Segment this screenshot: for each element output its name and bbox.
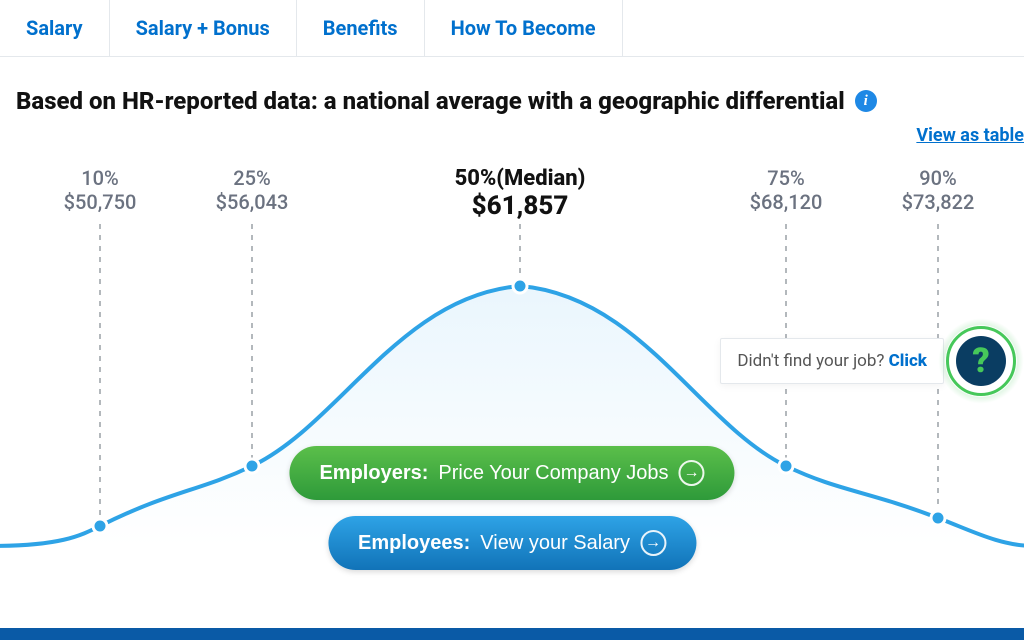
view-as-table-link[interactable]: View as table xyxy=(916,125,1024,146)
help-card[interactable]: Didn't find your job? Click xyxy=(720,338,944,384)
percentile-value: $61,857 xyxy=(455,191,586,221)
tab-salary[interactable]: Salary xyxy=(0,0,110,56)
percentile-pct: 50%(Median) xyxy=(455,166,586,191)
employers-cta-bold: Employers: xyxy=(319,462,428,485)
view-as-table-row: View as table xyxy=(0,121,1024,146)
page-heading: Based on HR-reported data: a national av… xyxy=(16,87,845,115)
tabs: Salary Salary + Bonus Benefits How To Be… xyxy=(0,0,1024,57)
cta-stack: Employers: Price Your Company Jobs → Emp… xyxy=(289,446,734,570)
tab-how-to-become[interactable]: How To Become xyxy=(425,0,623,56)
percentile-pct: 90% xyxy=(902,166,975,190)
salary-bell-chart: 10%$50,750 25%$56,043 50%(Median)$61,857 75… xyxy=(0,146,1024,606)
employers-cta-rest: Price Your Company Jobs xyxy=(438,462,668,485)
arrow-right-icon: → xyxy=(640,530,666,556)
percentile-value: $50,750 xyxy=(64,190,137,214)
percentile-value: $73,822 xyxy=(902,190,975,214)
percentile-pct: 10% xyxy=(64,166,137,190)
percentile-pct: 75% xyxy=(750,166,823,190)
percentile-label: 25%$56,043 xyxy=(216,166,289,214)
tab-salary-bonus[interactable]: Salary + Bonus xyxy=(110,0,297,56)
help-bubble: Didn't find your job? Click ? xyxy=(720,318,1024,404)
heading-row: Based on HR-reported data: a national av… xyxy=(0,57,1024,121)
employees-cta-bold: Employees: xyxy=(358,532,470,555)
employees-cta-rest: View your Salary xyxy=(480,532,630,555)
employers-cta-button[interactable]: Employers: Price Your Company Jobs → xyxy=(289,446,734,500)
percentile-label: 75%$68,120 xyxy=(750,166,823,214)
employees-cta-button[interactable]: Employees: View your Salary → xyxy=(328,516,696,570)
help-click-link[interactable]: Click xyxy=(889,351,927,371)
footer-bar xyxy=(0,628,1024,640)
help-icon[interactable]: ? xyxy=(938,318,1024,404)
percentile-label: 10%$50,750 xyxy=(64,166,137,214)
arrow-right-icon: → xyxy=(679,460,705,486)
percentile-value: $68,120 xyxy=(750,190,823,214)
info-icon[interactable]: i xyxy=(855,90,877,112)
percentile-pct: 25% xyxy=(216,166,289,190)
help-text: Didn't find your job? xyxy=(737,351,888,371)
percentile-label-median: 50%(Median)$61,857 xyxy=(455,166,586,221)
percentile-label: 90%$73,822 xyxy=(902,166,975,214)
tab-benefits[interactable]: Benefits xyxy=(297,0,425,56)
percentile-value: $56,043 xyxy=(216,190,289,214)
